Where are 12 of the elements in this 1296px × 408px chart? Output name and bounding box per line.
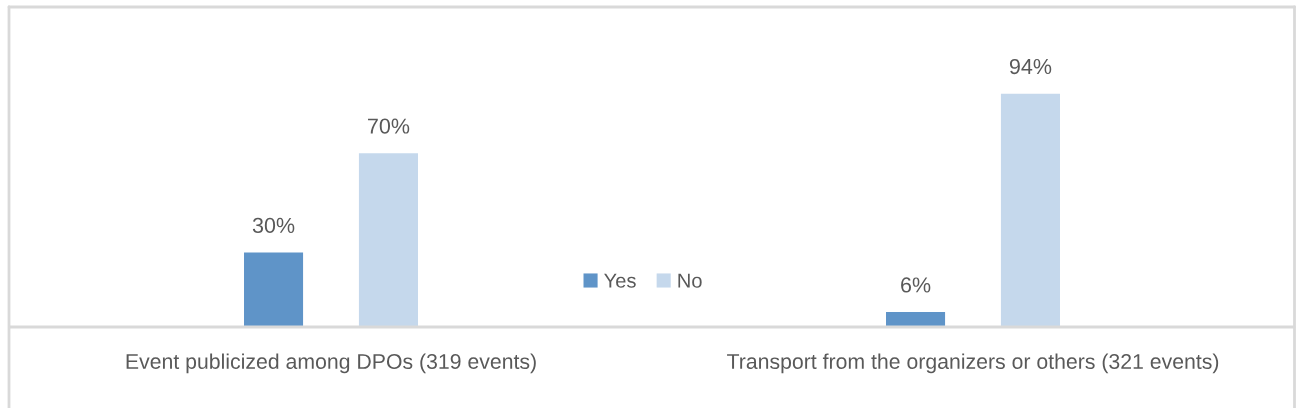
bar (244, 252, 304, 327)
data-label: 70% (368, 118, 410, 134)
x-tick-label: Transport from the organizers or others (321 events) (727, 353, 1219, 374)
bar (886, 312, 946, 327)
legend-label: Yes (604, 273, 636, 288)
legend-label: No (678, 273, 702, 288)
data-label: 30% (252, 217, 295, 233)
data-label: 94% (1009, 58, 1052, 75)
x-tick-label: Event publicized among DPOs (319 events) (126, 353, 536, 374)
bar (1000, 93, 1060, 327)
bar (358, 153, 418, 327)
data-label: 6% (901, 277, 931, 293)
